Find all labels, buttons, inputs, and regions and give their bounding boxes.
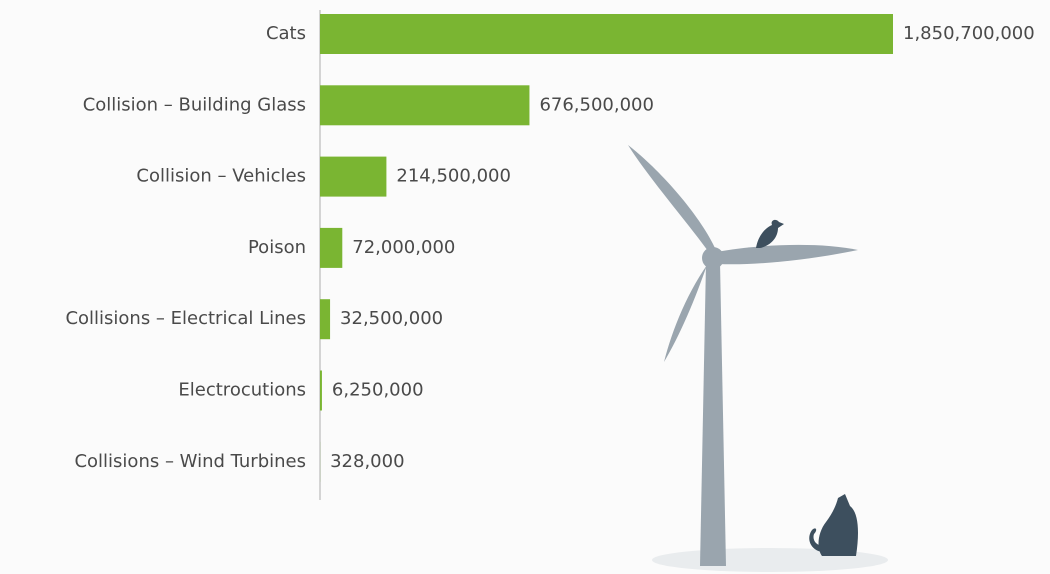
bird <box>756 219 784 248</box>
bar <box>320 14 893 54</box>
value-label: 72,000,000 <box>352 237 455 258</box>
turbine-blade <box>716 244 858 265</box>
category-label: Collisions – Electrical Lines <box>65 308 306 329</box>
bar <box>320 299 331 340</box>
turbine-blade <box>664 258 712 362</box>
turbine-blade <box>628 145 716 258</box>
category-label: Cats <box>266 23 306 44</box>
illustration <box>628 145 888 572</box>
bar <box>320 156 387 197</box>
category-label: Collision – Vehicles <box>136 166 306 187</box>
value-label: 32,500,000 <box>340 308 443 329</box>
turbine-hub <box>702 247 724 269</box>
value-label: 1,850,700,000 <box>903 23 1035 44</box>
category-label: Collision – Building Glass <box>83 94 306 115</box>
value-label: 328,000 <box>330 451 404 472</box>
cat <box>809 494 858 556</box>
category-label: Poison <box>248 237 306 258</box>
turbine-tower <box>700 262 726 566</box>
category-label: Collisions – Wind Turbines <box>74 451 306 472</box>
bar <box>320 227 343 268</box>
bar <box>320 370 322 411</box>
value-label: 676,500,000 <box>539 94 654 115</box>
value-label: 6,250,000 <box>332 380 424 401</box>
bar <box>320 85 530 126</box>
bars: Cats 1,850,700,000 Collision – Building Gl… <box>65 14 1035 482</box>
value-label: 214,500,000 <box>396 166 511 187</box>
category-label: Electrocutions <box>178 380 306 401</box>
